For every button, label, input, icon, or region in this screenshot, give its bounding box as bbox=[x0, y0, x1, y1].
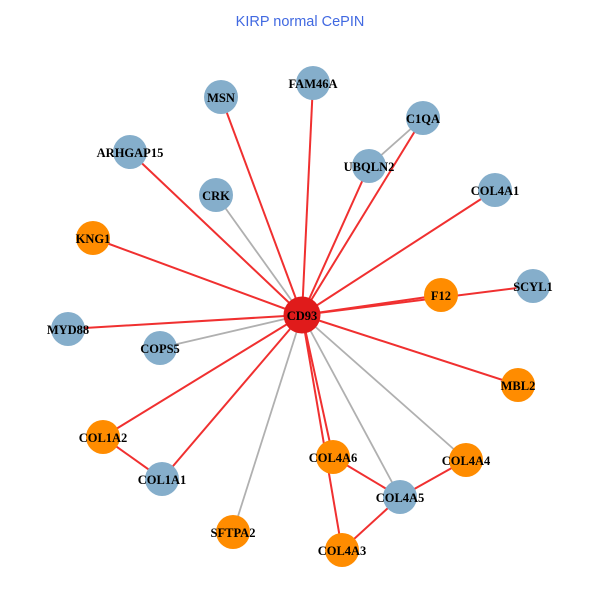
chart-title: KIRP normal CePIN bbox=[235, 14, 365, 30]
node-C1QA[interactable]: C1QA bbox=[406, 101, 440, 135]
node-circle-ARHGAP15[interactable] bbox=[113, 135, 147, 169]
node-SCYL1[interactable]: SCYL1 bbox=[513, 269, 553, 303]
edge-CD93-SFTPA2 bbox=[232, 314, 303, 533]
node-COL4A4[interactable]: COL4A4 bbox=[442, 443, 491, 477]
edge-CD93-CRK bbox=[215, 194, 303, 316]
node-F12[interactable]: F12 bbox=[424, 278, 458, 312]
edge-CD93-COL4A1 bbox=[301, 189, 496, 316]
node-COL4A3[interactable]: COL4A3 bbox=[318, 533, 367, 567]
node-circle-COL1A2[interactable] bbox=[86, 420, 120, 454]
node-SFTPA2[interactable]: SFTPA2 bbox=[211, 515, 256, 549]
edge-CD93-COL4A5 bbox=[301, 314, 401, 498]
node-KNG1[interactable]: KNG1 bbox=[76, 221, 111, 255]
edge-CD93-C1QA bbox=[301, 117, 424, 316]
node-circle-COL4A1[interactable] bbox=[478, 173, 512, 207]
edge-CD93-ARHGAP15 bbox=[129, 151, 303, 316]
node-circle-COL4A5[interactable] bbox=[383, 480, 417, 514]
node-COL4A6[interactable]: COL4A6 bbox=[309, 440, 358, 474]
node-circle-COL4A6[interactable] bbox=[316, 440, 350, 474]
node-ARHGAP15[interactable]: ARHGAP15 bbox=[97, 135, 164, 169]
edge-CD93-F12 bbox=[301, 294, 442, 316]
node-circle-C1QA[interactable] bbox=[406, 101, 440, 135]
edge-CD93-UBQLN2 bbox=[301, 165, 370, 316]
node-MSN[interactable]: MSN bbox=[204, 80, 238, 114]
edge-CD93-COPS5 bbox=[159, 314, 303, 349]
edge-CD93-MYD88 bbox=[67, 314, 303, 330]
node-FAM46A[interactable]: FAM46A bbox=[288, 66, 338, 100]
node-circle-MSN[interactable] bbox=[204, 80, 238, 114]
node-circle-F12[interactable] bbox=[424, 278, 458, 312]
node-circle-SFTPA2[interactable] bbox=[216, 515, 250, 549]
node-circle-CRK[interactable] bbox=[199, 178, 233, 212]
edge-CD93-COL4A4 bbox=[301, 314, 467, 461]
node-circle-COL4A4[interactable] bbox=[449, 443, 483, 477]
edge-CD93-KNG1 bbox=[92, 237, 303, 316]
edge-CD93-COL1A1 bbox=[161, 314, 303, 480]
edge-CD93-COL1A2 bbox=[102, 314, 303, 438]
node-circle-SCYL1[interactable] bbox=[516, 269, 550, 303]
edge-CD93-COL4A3 bbox=[301, 314, 343, 551]
node-circle-KNG1[interactable] bbox=[76, 221, 110, 255]
node-MBL2[interactable]: MBL2 bbox=[501, 368, 536, 402]
node-CD93[interactable]: CD93 bbox=[283, 296, 321, 334]
node-COL4A5[interactable]: COL4A5 bbox=[376, 480, 425, 514]
node-CRK[interactable]: CRK bbox=[199, 178, 233, 212]
edge-CD93-FAM46A bbox=[301, 82, 314, 316]
node-circle-CD93[interactable] bbox=[283, 296, 321, 334]
node-COPS5[interactable]: COPS5 bbox=[140, 331, 180, 365]
node-MYD88[interactable]: MYD88 bbox=[47, 312, 89, 346]
node-circle-UBQLN2[interactable] bbox=[352, 149, 386, 183]
node-circle-MYD88[interactable] bbox=[51, 312, 85, 346]
node-circle-COPS5[interactable] bbox=[143, 331, 177, 365]
node-circle-MBL2[interactable] bbox=[501, 368, 535, 402]
node-circle-COL1A1[interactable] bbox=[145, 462, 179, 496]
edge-CD93-COL4A6 bbox=[301, 314, 334, 458]
edge-CD93-MBL2 bbox=[301, 314, 519, 386]
node-circle-FAM46A[interactable] bbox=[296, 66, 330, 100]
node-circle-COL4A3[interactable] bbox=[325, 533, 359, 567]
edge-CD93-MSN bbox=[220, 96, 303, 316]
